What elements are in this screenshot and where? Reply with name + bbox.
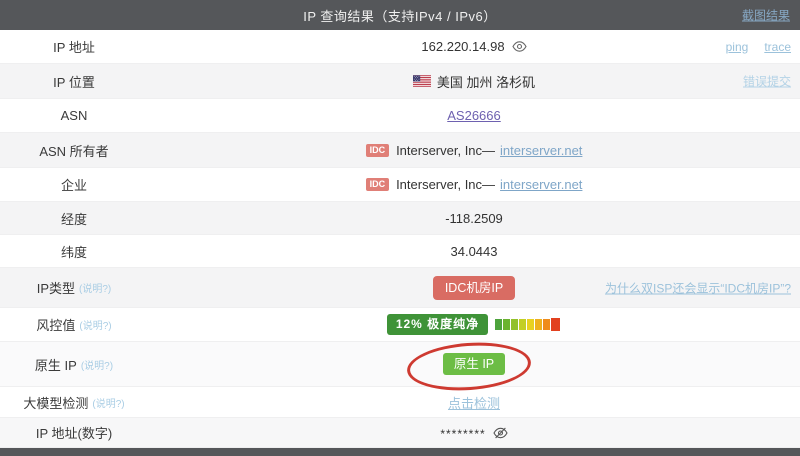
idc-tag-badge: IDC [365,178,390,191]
row-label: ASN 所有者 [39,143,109,159]
table-row-ip-type: IP类型 (说明?) IDC机房IP 为什么双ISP还会显示“IDC机房IP”? [0,268,800,308]
row-label: 企业 [60,178,87,193]
why-isp-question-link[interactable]: 为什么双ISP还会显示“IDC机房IP”? [604,281,791,295]
table-row-longitude: 经度 -118.2509 [0,202,800,235]
ip-type-help-link[interactable]: (说明?) [79,284,112,295]
asn-owner-site-link[interactable]: interserver.net [500,142,583,158]
row-label: IP 地址 [53,40,95,55]
asn-owner-value: Interserver, Inc— [396,142,496,158]
company-site-link[interactable]: interserver.net [500,177,583,192]
row-label: 经度 [60,211,87,227]
table-row-risk-score: 风控值 (说明?) 12% 极度纯净 [0,308,800,342]
risk-score-badge: 12% 极度纯净 [386,314,489,335]
risk-gradient-scale [495,318,561,331]
eye-slash-icon[interactable] [493,427,508,439]
footer-bar [0,448,800,456]
eye-icon[interactable] [511,41,527,52]
table-row-ip-location: IP 位置 美国 加州 洛杉矶 错误提交 [0,64,800,99]
ip-address-value: 162.220.14.98 [421,39,505,54]
click-detect-link[interactable]: 点击检测 [447,395,500,411]
row-label: ASN [60,108,88,123]
ping-link[interactable]: ping [725,39,749,54]
row-label: 纬度 [60,244,87,260]
table-row-asn: ASN AS26666 [0,99,800,133]
table-row-ip-address: IP 地址 162.220.14.98 ping trace [0,30,800,64]
latitude-value: 34.0443 [450,243,498,259]
asn-number-link[interactable]: AS26666 [447,108,501,123]
ip-numeric-masked-value: ******** [440,427,486,441]
llm-detect-help-link[interactable]: (说明?) [92,398,125,410]
row-label: 风控值 [36,318,76,333]
native-ip-badge: 原生 IP [442,353,506,375]
page-title: IP 查询结果（支持IPv4 / IPv6） [303,8,497,24]
idc-tag-badge: IDC [365,143,390,157]
row-label: 原生 IP [34,357,77,373]
idc-room-ip-badge: IDC机房IP [432,275,516,300]
table-row-native-ip: 原生 IP (说明?) 原生 IP [0,342,800,387]
row-label: IP 地址(数字) [35,426,113,441]
table-row-latitude: 纬度 34.0443 [0,235,800,268]
table-row-asn-owner: ASN 所有者 IDC Interserver, Inc— interserve… [0,133,800,168]
ip-location-value: 美国 加州 洛杉矶 [436,74,536,90]
ip-result-table: IP 地址 162.220.14.98 ping trace IP 位置 美国 … [0,30,800,448]
table-row-company: 企业 IDC Interserver, Inc— interserver.net [0,168,800,202]
table-row-llm-detect: 大模型检测 (说明?) 点击检测 [0,387,800,418]
us-flag-icon [412,75,431,87]
trace-link[interactable]: trace [764,39,791,54]
error-submit-link[interactable]: 错误提交 [742,74,791,89]
screenshot-result-link[interactable]: 截图结果 [741,8,790,23]
company-value: Interserver, Inc— [396,177,496,192]
row-label: IP 位置 [53,74,95,90]
row-label: IP类型 [36,281,76,296]
table-row-ip-numeric: IP 地址(数字) ******** [0,418,800,448]
longitude-value: -118.2509 [445,210,503,226]
risk-score-help-link[interactable]: (说明?) [79,321,112,332]
header-bar: IP 查询结果（支持IPv4 / IPv6） 截图结果 [0,0,800,30]
native-ip-help-link[interactable]: (说明?) [80,360,114,372]
row-label: 大模型检测 [23,395,89,411]
